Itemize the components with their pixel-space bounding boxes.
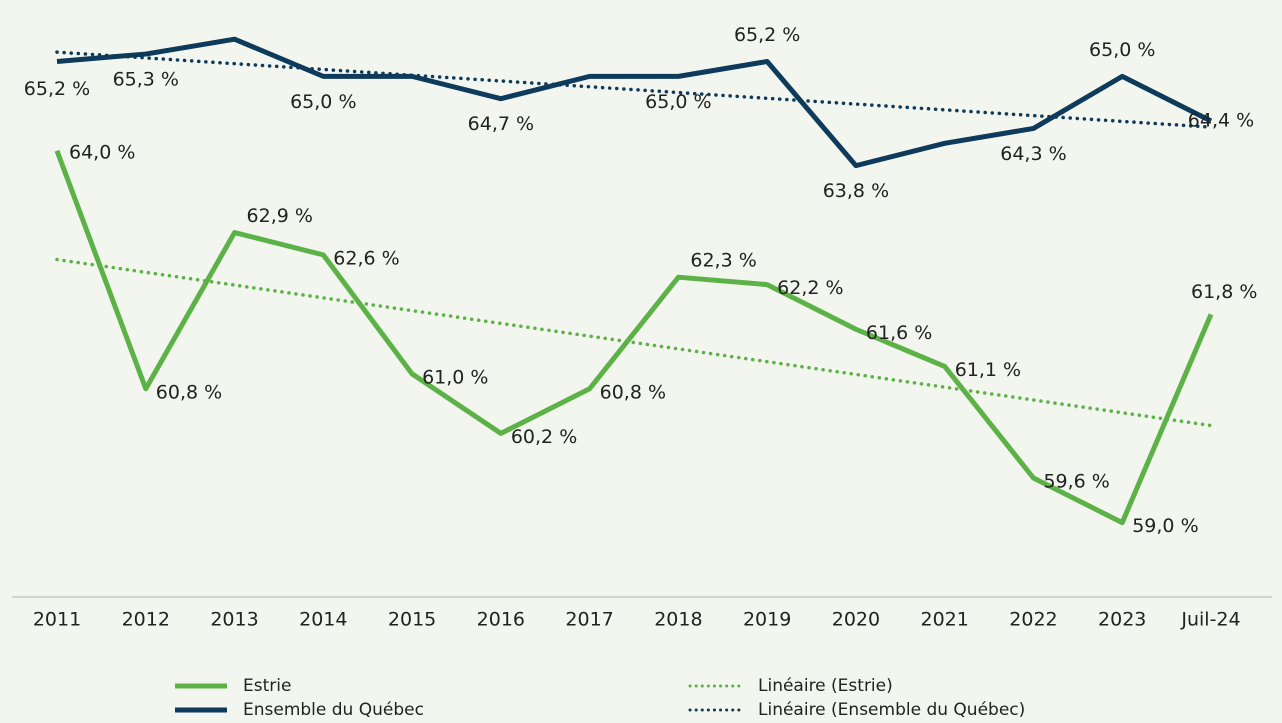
data-label: 61,8 % — [1191, 281, 1257, 303]
data-label: 61,6 % — [866, 322, 932, 344]
data-label: 64,0 % — [69, 141, 135, 163]
x-tick-label: 2020 — [832, 609, 880, 631]
data-label: 65,3 % — [113, 69, 179, 91]
data-label: 64,3 % — [1000, 143, 1066, 165]
x-tick-label: 2017 — [565, 609, 613, 631]
data-label: 60,8 % — [156, 381, 222, 403]
data-label: 59,6 % — [1043, 471, 1109, 493]
data-label: 62,3 % — [690, 250, 756, 272]
x-tick-label: 2022 — [1009, 609, 1057, 631]
x-tick-label: 2015 — [388, 609, 436, 631]
data-label: 65,0 % — [645, 91, 711, 113]
data-label: 65,2 % — [734, 24, 800, 46]
data-label: 62,2 % — [777, 277, 843, 299]
trendline — [55, 257, 1213, 428]
data-label: 63,8 % — [823, 180, 889, 202]
data-label: 65,0 % — [290, 91, 356, 113]
x-tick-label: 2011 — [33, 609, 81, 631]
data-label: 62,6 % — [333, 247, 399, 269]
data-label: 64,7 % — [468, 113, 534, 135]
series-line — [56, 36, 1213, 169]
data-label: 61,0 % — [422, 366, 488, 388]
x-tick-label: 2023 — [1098, 609, 1146, 631]
legend-label: Ensemble du Québec — [243, 700, 424, 720]
data-label: 59,0 % — [1132, 515, 1198, 537]
legend-label: Estrie — [243, 676, 291, 696]
data-label: 61,1 % — [955, 359, 1021, 381]
data-label: 64,4 % — [1188, 110, 1254, 132]
x-tick-label: 2019 — [743, 609, 791, 631]
series-line — [54, 149, 1214, 526]
x-tick-label: 2021 — [921, 609, 969, 631]
data-label: 62,9 % — [247, 205, 313, 227]
x-tick-label: 2013 — [210, 609, 258, 631]
data-label: 65,0 % — [1089, 39, 1155, 61]
data-label: 65,2 % — [24, 78, 90, 100]
x-tick-label: 2016 — [477, 609, 525, 631]
trendline — [55, 50, 1213, 129]
x-tick-label: 2014 — [299, 609, 347, 631]
x-tick-label: 2018 — [654, 609, 702, 631]
legend-label: Linéaire (Estrie) — [758, 676, 893, 696]
legend-label: Linéaire (Ensemble du Québec) — [758, 700, 1025, 720]
data-label: 60,2 % — [511, 426, 577, 448]
x-tick-label: Juil-24 — [1180, 609, 1240, 631]
data-label: 60,8 % — [600, 381, 666, 403]
x-tick-label: 2012 — [122, 609, 170, 631]
